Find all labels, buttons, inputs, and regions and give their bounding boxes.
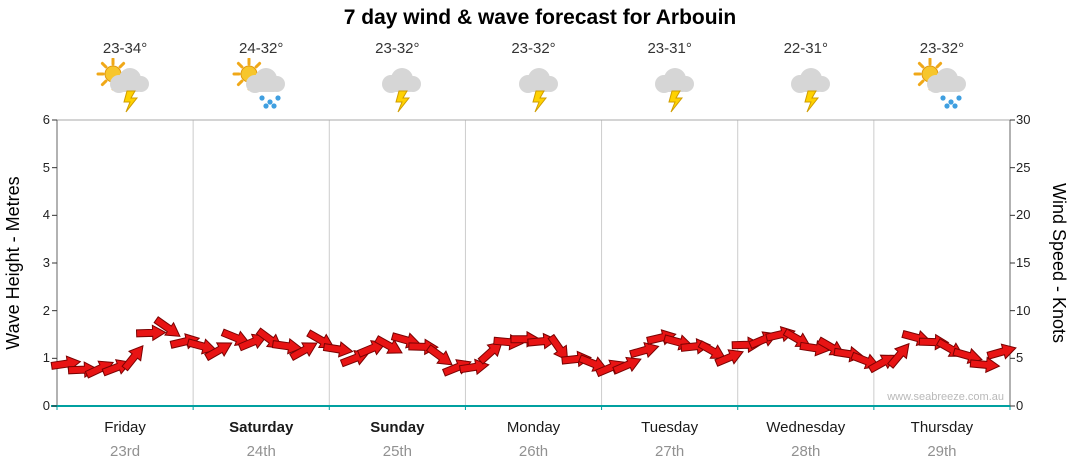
day-name: Thursday	[910, 419, 974, 436]
day-temp-range: 23-34°	[102, 40, 148, 57]
right-axis-tick-label: 25	[1016, 159, 1031, 175]
day-name: Saturday	[229, 419, 294, 436]
left-axis-tick-label: 1	[42, 350, 50, 366]
left-axis-tick-label: 5	[42, 159, 50, 175]
day-date: 26th	[518, 443, 549, 460]
day-date: 24th	[246, 443, 276, 460]
watermark-text: www.seabreeze.com.au	[887, 391, 1004, 403]
left-axis-tick-label: 3	[42, 255, 50, 270]
day-name: Sunday	[370, 419, 425, 436]
day-date: 25th	[382, 443, 412, 460]
day-temp-range: 24-32°	[239, 40, 284, 57]
weather-icon-cloud-lightning	[638, 58, 702, 114]
left-axis-tick-label: 0	[42, 398, 50, 413]
weather-icon-cloud-lightning	[502, 58, 566, 114]
day-name: Friday	[104, 419, 146, 436]
day-temp-range: 22-31°	[783, 40, 828, 57]
day-name: Monday	[506, 419, 561, 436]
right-axis-tick-label: 20	[1016, 207, 1031, 223]
day-temp-range: 23-32°	[919, 40, 965, 57]
weather-icon-sun-cloud-rain	[229, 57, 293, 114]
day-temp-range: 23-31°	[647, 40, 692, 57]
right-axis-tick-label: 0	[1016, 398, 1024, 413]
day-temp-range: 23-32°	[511, 40, 556, 57]
day-date: 23rd	[110, 443, 141, 460]
page-title: 7 day wind & wave forecast for Arbouin	[343, 6, 737, 29]
left-axis-tick-label: 6	[42, 112, 50, 127]
day-date: 27th	[655, 443, 685, 460]
weather-icon-sun-cloud-lightning	[93, 57, 157, 114]
day-name: Tuesday	[641, 419, 699, 436]
weather-icon-cloud-lightning	[365, 58, 429, 114]
right-axis-tick-label: 10	[1016, 302, 1031, 318]
right-axis-tick-label: 30	[1016, 112, 1031, 127]
right-axis-title: Wind Speed - Knots	[1049, 182, 1069, 344]
left-axis-tick-label: 2	[42, 302, 50, 318]
right-axis-tick-label: 5	[1016, 350, 1024, 366]
left-axis-tick-label: 4	[42, 207, 50, 223]
day-date: 29th	[927, 443, 957, 460]
weather-icon-cloud-lightning	[774, 58, 838, 114]
day-temp-range: 23-32°	[375, 40, 420, 57]
right-axis-tick-label: 15	[1016, 255, 1031, 270]
day-name: Wednesday	[766, 419, 846, 436]
weather-icon-sun-cloud-rain	[910, 57, 974, 114]
day-date: 28th	[791, 443, 821, 460]
